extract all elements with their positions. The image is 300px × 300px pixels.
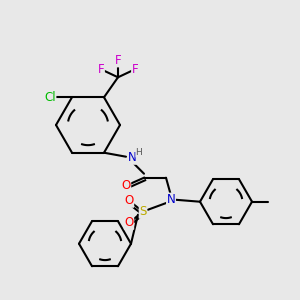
Text: H: H [136, 148, 142, 157]
Text: O: O [122, 179, 130, 192]
Text: O: O [124, 194, 134, 207]
Text: Cl: Cl [44, 91, 56, 104]
Text: F: F [132, 63, 138, 76]
Text: F: F [115, 54, 121, 67]
Text: N: N [167, 193, 176, 206]
Text: F: F [98, 63, 104, 76]
Text: O: O [124, 216, 134, 229]
Text: S: S [139, 205, 147, 218]
Text: N: N [128, 151, 136, 164]
